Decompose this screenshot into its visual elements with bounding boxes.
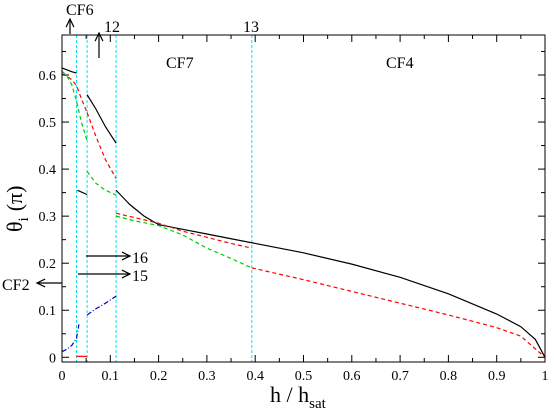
x-tick-label: 0.4 (246, 369, 264, 384)
x-tick-label: 0.6 (343, 369, 361, 384)
plot-frame (61, 34, 546, 363)
arrow-cf2-head (35, 278, 46, 288)
y-tick-label: 0 (49, 351, 56, 366)
x-tick-label: 0 (59, 369, 66, 384)
y-tick-label: 0.1 (39, 304, 57, 319)
x-tick-label: 0.5 (295, 369, 313, 384)
annotation-15: 15 (132, 268, 148, 285)
series-layer (62, 67, 545, 358)
y-tick-label: 0.5 (39, 116, 57, 131)
series-0-segment-3 (115, 189, 545, 358)
x-tick-label: 0.3 (198, 369, 216, 384)
series-0-segment-1 (77, 189, 88, 196)
series-1-segment-0 (62, 73, 88, 113)
svg-text:θi(π): θi(π) (2, 186, 32, 232)
annotation-cf4: CF4 (386, 55, 414, 72)
series-3-segment-0 (62, 324, 80, 353)
x-tick-label: 0.2 (150, 369, 168, 384)
series-0-segment-0 (62, 67, 77, 74)
series-1-segment-1 (86, 112, 117, 179)
arrow-16-head (121, 251, 132, 261)
arrow-cf6-left-head (65, 17, 75, 28)
annotation-cf2: CF2 (2, 277, 30, 294)
x-tick-label: 0.7 (391, 369, 409, 384)
boundary-lines (75, 35, 253, 362)
x-axis-title: h / hsat (270, 382, 327, 412)
x-tick-label: 0.9 (488, 369, 506, 384)
y-tick-label: 0.6 (39, 69, 57, 84)
x-tick-label: 0.8 (440, 369, 458, 384)
y-tick-label: 0.4 (39, 163, 57, 178)
arrow-cf6-right-head (94, 31, 104, 42)
annotation-cf6: CF6 (66, 2, 94, 19)
ticks-layer: 0 0.1 0.2 0.3 0.4 0.5 0.6 0.7 0.8 0.9 1 0 0.1 0.2 0.3 0… (39, 35, 549, 384)
series-0-segment-2 (86, 94, 117, 144)
series-3-segment-1 (86, 295, 117, 316)
annotation-12: 12 (104, 19, 120, 36)
series-2-segment-0 (62, 70, 88, 142)
arrow-15-head (121, 269, 132, 279)
y-axis-title: θi(π) (2, 186, 32, 232)
y-tick-label: 0.3 (39, 210, 57, 225)
series-1-segment-2 (115, 212, 252, 249)
x-tick-label: 0.1 (102, 369, 120, 384)
y-tick-label: 0.2 (39, 257, 57, 272)
annotation-arrows (35, 17, 132, 288)
annotation-16: 16 (132, 250, 148, 267)
annotation-13: 13 (243, 19, 259, 36)
series-1-segment-3 (251, 267, 545, 358)
annotation-cf7: CF7 (166, 55, 194, 72)
x-tick-label: 1 (542, 369, 549, 384)
series-2-segment-1 (86, 171, 117, 196)
